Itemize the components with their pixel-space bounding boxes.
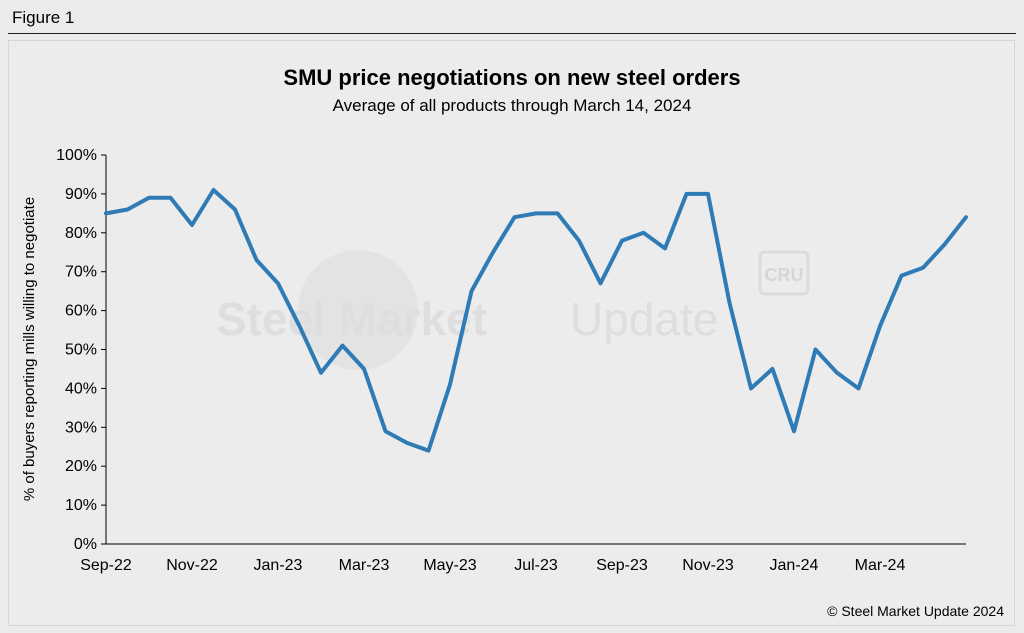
- y-tick-label: 70%: [65, 264, 97, 281]
- data-point: [169, 196, 172, 200]
- y-tick-label: 60%: [65, 303, 97, 320]
- watermark-brand-light: Update: [570, 293, 718, 345]
- y-tick-label: 90%: [65, 186, 97, 203]
- series-group: [104, 188, 968, 453]
- data-point: [556, 211, 559, 215]
- x-tick-label: Sep-22: [80, 557, 132, 574]
- data-point: [341, 344, 344, 348]
- data-point: [233, 207, 237, 211]
- data-point: [577, 239, 581, 243]
- figure-divider: [8, 33, 1016, 34]
- data-point: [427, 449, 430, 453]
- data-point: [663, 246, 667, 250]
- data-point: [900, 274, 903, 278]
- watermark-badge-text: CRU: [765, 265, 804, 285]
- y-tick-label: 10%: [65, 497, 97, 514]
- y-tick-label: 50%: [65, 342, 97, 359]
- data-point: [212, 188, 215, 192]
- x-tick-label: Mar-24: [855, 557, 906, 574]
- y-tick-label: 80%: [65, 225, 97, 242]
- x-tick-label: May-23: [423, 557, 476, 574]
- data-point: [448, 383, 452, 387]
- chart-subtitle: Average of all products through March 14…: [333, 96, 692, 115]
- x-tick-label: Nov-22: [166, 557, 218, 574]
- figure-label: Figure 1: [12, 8, 75, 27]
- x-axis: Sep-22 Nov-22 Jan-23 Mar-23 May-23 Jul-23 Sep-…: [80, 543, 966, 574]
- y-tick-label: 40%: [65, 380, 97, 397]
- data-point: [126, 207, 129, 211]
- y-tick-label: 20%: [65, 458, 97, 475]
- data-point: [384, 429, 387, 433]
- data-point: [771, 367, 774, 371]
- data-point: [964, 215, 968, 219]
- data-point: [362, 367, 366, 371]
- x-tick-label: Jan-23: [254, 557, 303, 574]
- data-point: [513, 215, 516, 219]
- watermark-brand-bold: Steel Market: [216, 293, 487, 345]
- y-tick-label: 0%: [74, 536, 97, 553]
- data-point: [814, 348, 817, 351]
- credit-text: © Steel Market Update 2024: [827, 603, 1004, 619]
- data-point: [491, 250, 495, 254]
- x-tick-label: Jul-23: [514, 557, 558, 574]
- x-tick-label: Mar-23: [339, 557, 390, 574]
- data-point: [921, 266, 925, 270]
- y-axis-label: % of buyers reporting mills willing to n…: [21, 197, 38, 501]
- data-point: [319, 371, 323, 375]
- chart-title: SMU price negotiations on new steel orde…: [283, 65, 740, 90]
- data-point: [943, 242, 946, 246]
- y-axis: 0% 10% 20% 30% 40% 50% 60% 70% 80% 90% 100%: [56, 147, 107, 553]
- data-point: [857, 386, 860, 390]
- data-point: [405, 441, 409, 445]
- data-point: [792, 429, 796, 433]
- x-tick-label: Jan-24: [770, 557, 819, 574]
- data-point: [599, 281, 602, 285]
- data-point: [706, 192, 710, 196]
- data-point: [255, 258, 258, 262]
- data-point: [685, 192, 688, 196]
- data-point: [728, 301, 731, 305]
- data-point: [470, 289, 473, 293]
- watermark-badge: [758, 250, 810, 296]
- chart-panel: [8, 40, 1015, 626]
- data-point: [749, 386, 753, 390]
- data-point: [298, 324, 301, 328]
- data-point: [190, 223, 194, 227]
- data-point: [534, 211, 538, 215]
- data-point: [620, 239, 624, 243]
- x-tick-label: Nov-23: [682, 557, 734, 574]
- data-point: [835, 371, 839, 375]
- data-point: [147, 196, 151, 200]
- data-point: [878, 324, 882, 328]
- y-tick-label: 30%: [65, 419, 97, 436]
- y-tick-label: 100%: [56, 147, 97, 164]
- watermark: Steel Market Update CRU: [216, 250, 810, 370]
- watermark-circle: [298, 250, 418, 370]
- data-point: [642, 231, 645, 235]
- data-point: [104, 211, 108, 215]
- data-point: [276, 281, 280, 285]
- x-tick-label: Sep-23: [596, 557, 648, 574]
